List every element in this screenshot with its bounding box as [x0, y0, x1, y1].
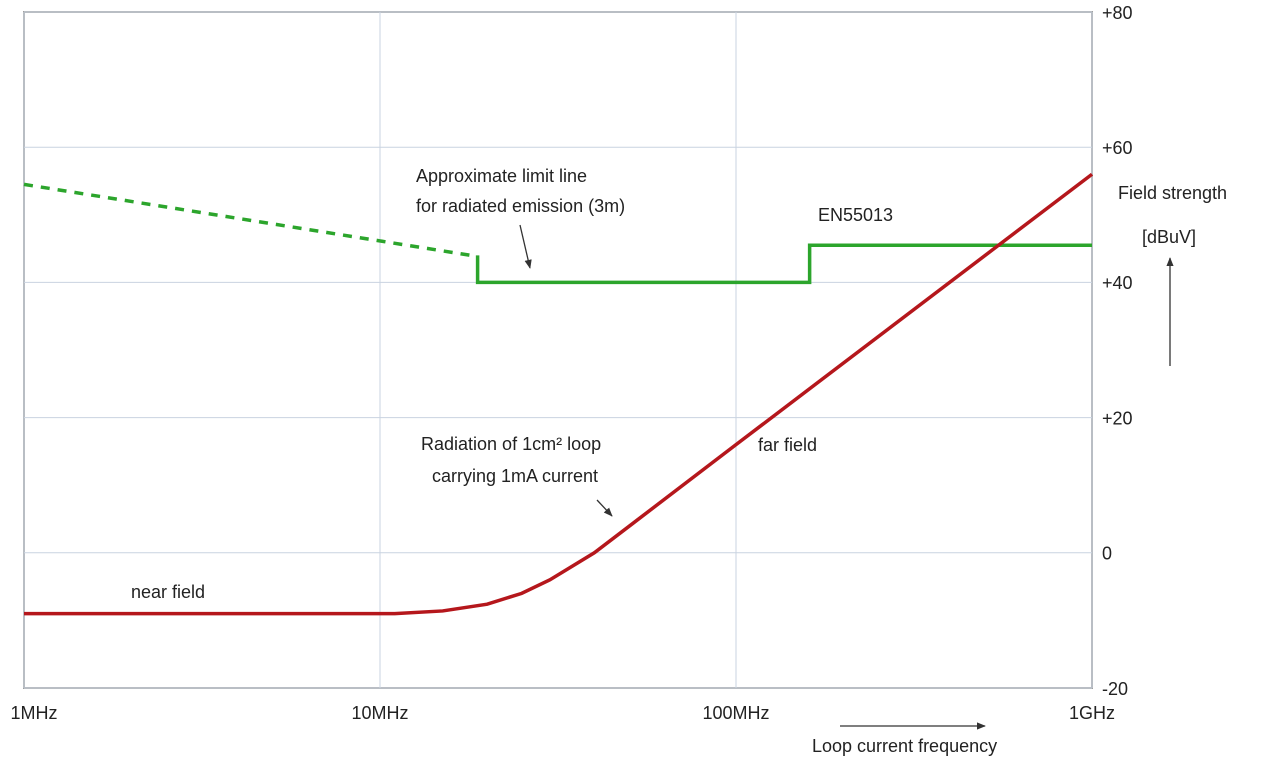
y-tick-label: +20: [1102, 408, 1133, 428]
annotation: carrying 1mA current: [432, 466, 598, 486]
data-line: [23, 182, 472, 258]
x-tick-label: 100MHz: [702, 703, 769, 723]
data-line: [24, 172, 1094, 616]
annotation: far field: [758, 435, 817, 455]
annotation: near field: [131, 582, 205, 602]
x-tick-label: 10MHz: [351, 703, 408, 723]
data-line: [475, 243, 1092, 285]
annotation: Radiation of 1cm² loop: [421, 434, 601, 454]
x-tick-label: 1GHz: [1069, 703, 1115, 723]
annotation-arrow: [519, 224, 532, 269]
y-tick-label: +60: [1102, 138, 1133, 158]
annotation: Approximate limit line: [416, 166, 587, 186]
y-tick-label: +40: [1102, 273, 1133, 293]
annotation: EN55013: [818, 205, 893, 225]
y-axis-label: [dBuV]: [1142, 227, 1196, 247]
y-tick-label: -20: [1102, 679, 1128, 699]
annotation: for radiated emission (3m): [416, 196, 625, 216]
x-tick-label: 1MHz: [10, 703, 57, 723]
y-axis-label: Field strength: [1118, 183, 1227, 203]
y-tick-label: +80: [1102, 3, 1133, 23]
annotation-arrow: [596, 499, 613, 517]
y-tick-label: 0: [1102, 544, 1112, 564]
x-axis-label: Loop current frequency: [812, 736, 997, 756]
